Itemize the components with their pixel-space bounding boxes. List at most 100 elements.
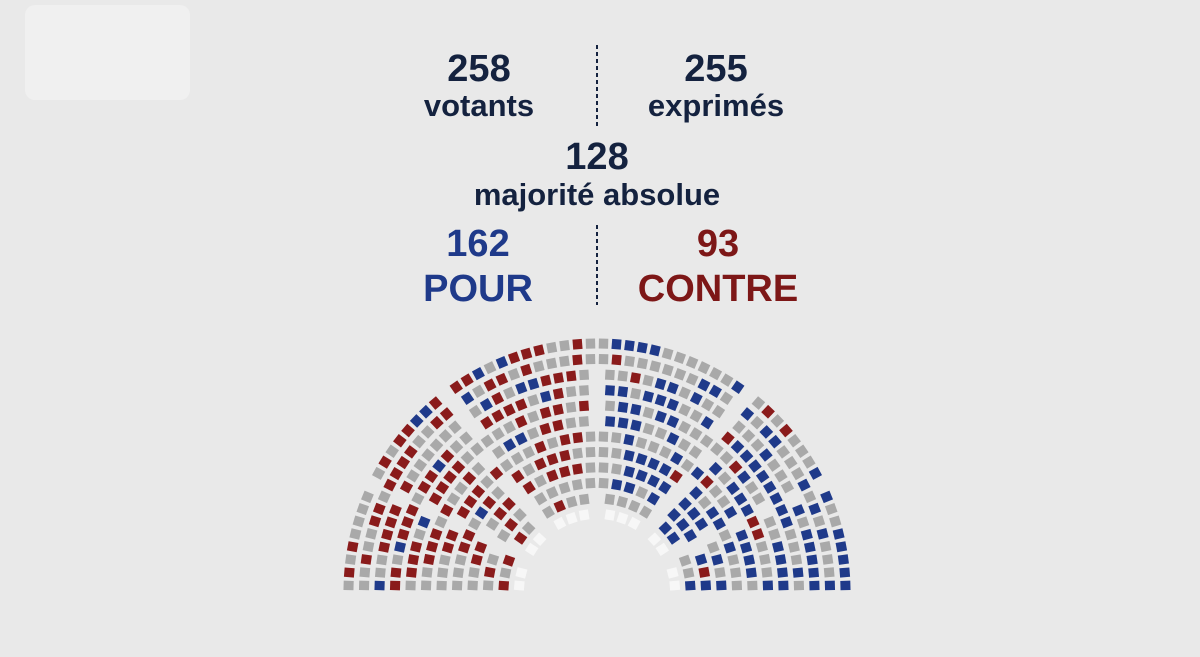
seat: [655, 542, 670, 556]
seat: [658, 480, 672, 495]
seat: [491, 427, 505, 441]
seat: [571, 479, 583, 491]
seat: [446, 492, 461, 506]
seat: [647, 532, 662, 546]
seat: [748, 459, 762, 473]
seat: [837, 554, 849, 565]
seat: [449, 440, 464, 454]
pour-number: 162: [446, 223, 509, 265]
seat: [559, 355, 570, 367]
seat: [545, 486, 559, 500]
seat: [480, 475, 494, 489]
seat: [559, 340, 570, 352]
seat: [642, 374, 654, 387]
seat: [507, 351, 521, 365]
seat: [393, 433, 407, 448]
seat: [647, 474, 660, 488]
seat: [443, 470, 457, 484]
seat: [448, 420, 462, 435]
seat: [774, 554, 787, 566]
seat: [790, 467, 805, 481]
seat: [419, 404, 433, 419]
seat: [635, 436, 648, 450]
seat: [730, 440, 745, 454]
seat: [417, 515, 431, 529]
seat: [819, 540, 832, 553]
seat: [429, 438, 444, 452]
seat: [451, 460, 466, 475]
seat: [737, 470, 751, 484]
seat: [482, 495, 497, 510]
seat: [480, 415, 494, 430]
seat: [689, 409, 703, 423]
seat: [808, 567, 820, 578]
seat: [779, 423, 793, 438]
seat: [816, 527, 829, 540]
seat: [552, 387, 564, 400]
seat: [685, 356, 699, 369]
seat: [371, 466, 386, 480]
seat: [630, 419, 642, 432]
seat: [802, 455, 816, 469]
seat: [503, 438, 517, 452]
seat: [699, 434, 714, 448]
seat: [823, 567, 835, 578]
seat: [666, 531, 681, 545]
seat: [407, 554, 420, 566]
seat: [349, 528, 362, 540]
seat: [808, 502, 822, 516]
seat: [623, 481, 636, 495]
seat: [572, 463, 583, 475]
seat: [780, 480, 795, 494]
seat: [666, 415, 680, 429]
seat: [485, 517, 500, 531]
seat: [732, 420, 746, 435]
seat: [458, 541, 471, 554]
seat: [689, 427, 703, 441]
seat: [675, 517, 690, 532]
seat: [520, 363, 533, 377]
seat: [788, 541, 800, 553]
seat: [468, 567, 480, 578]
seat: [705, 506, 720, 520]
seat: [730, 567, 742, 578]
seat: [790, 554, 803, 566]
seat: [526, 426, 540, 440]
votants-label: votants: [424, 88, 534, 123]
seat: [624, 340, 635, 352]
seat: [524, 542, 539, 556]
seat: [460, 373, 474, 387]
seat: [751, 492, 766, 506]
seat: [708, 484, 723, 499]
seat: [680, 458, 695, 473]
seat: [780, 516, 793, 529]
seat: [673, 367, 687, 381]
seat: [454, 481, 468, 496]
seat: [803, 541, 816, 553]
majorite-number: 128: [565, 136, 628, 178]
seat: [553, 372, 564, 384]
seat: [404, 445, 418, 459]
seat: [654, 377, 667, 391]
seat: [472, 384, 486, 399]
seat: [769, 492, 783, 506]
seat: [685, 372, 699, 386]
seat: [421, 567, 433, 578]
seat: [470, 442, 484, 456]
seat: [401, 516, 414, 529]
seat: [770, 414, 785, 428]
seat: [761, 404, 775, 419]
seat: [513, 580, 525, 591]
seat: [795, 444, 809, 458]
seat: [502, 554, 516, 567]
seat: [423, 553, 435, 566]
seat: [534, 474, 547, 488]
seat: [511, 469, 525, 484]
seat: [654, 426, 668, 440]
seat: [604, 493, 615, 505]
seat: [666, 567, 679, 579]
seat: [421, 448, 435, 462]
seat: [654, 410, 667, 424]
seat: [678, 420, 692, 434]
